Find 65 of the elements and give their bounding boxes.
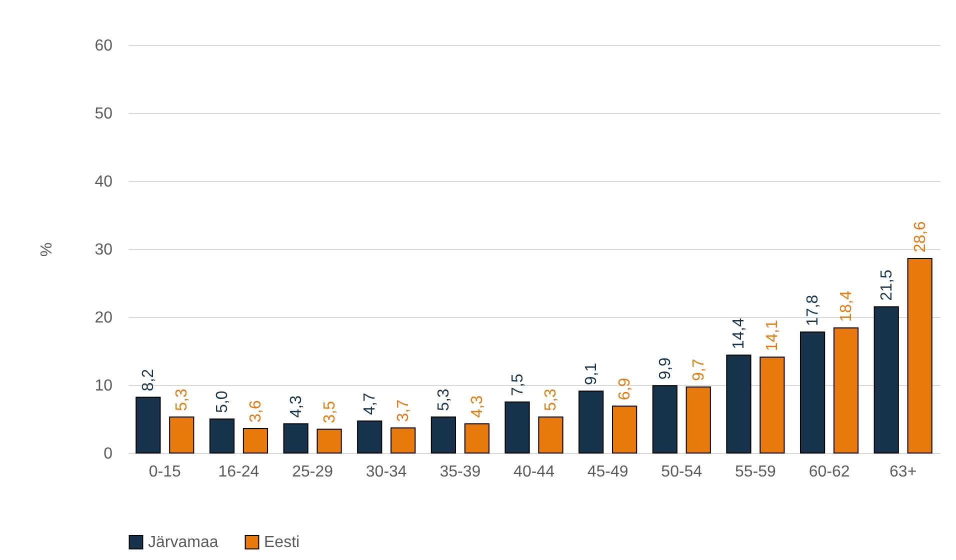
bar [907, 258, 932, 454]
bar [169, 416, 194, 454]
data-label: 3,6 [247, 400, 264, 423]
data-label: 9,7 [690, 358, 708, 382]
bar [612, 406, 638, 454]
bar [209, 418, 235, 454]
data-label: 4,3 [288, 395, 305, 418]
bar [136, 396, 161, 454]
x-tick-label: 35-39 [440, 464, 481, 480]
bar [242, 428, 268, 454]
bar [283, 423, 308, 454]
y-tick-label: 0 [104, 446, 113, 462]
x-tick-label: 60-62 [808, 464, 850, 480]
x-tick-label: 55-59 [734, 464, 776, 480]
bar [538, 416, 564, 454]
bar [760, 356, 785, 454]
y-tick-label: 10 [94, 378, 113, 394]
data-label: 14,1 [764, 320, 782, 352]
bar [357, 420, 382, 454]
data-label: 9,9 [656, 357, 674, 380]
data-label: 6,9 [616, 378, 634, 400]
bar [686, 386, 711, 454]
bar [316, 428, 342, 454]
bar [652, 385, 678, 454]
y-tick-label: 50 [94, 106, 113, 122]
data-label: 5,3 [174, 388, 191, 411]
data-label: 4,7 [362, 392, 379, 416]
bar [800, 331, 826, 454]
bar [726, 354, 752, 454]
bar [390, 427, 416, 454]
y-axis-title: % [38, 242, 56, 257]
y-tick-label: 20 [94, 310, 113, 326]
data-label: 8,2 [140, 368, 158, 392]
legend-label: Eesti [264, 534, 300, 552]
y-tick-label: 40 [94, 174, 113, 190]
x-tick-label: 0-15 [148, 464, 182, 480]
x-tick-label: 25-29 [292, 464, 334, 480]
bar [874, 306, 899, 454]
x-tick-label: 40-44 [514, 464, 555, 480]
x-tick-label: 30-34 [366, 464, 407, 480]
data-label: 14,4 [730, 318, 748, 350]
legend-label: Järvamaa [148, 534, 218, 552]
data-label: 4,3 [468, 395, 486, 418]
data-label: 21,5 [878, 270, 896, 301]
y-tick-label: 60 [94, 38, 113, 54]
data-label: 18,4 [838, 290, 856, 322]
data-label: 5,3 [435, 388, 452, 411]
data-label: 5,3 [542, 388, 560, 411]
data-label: 7,5 [509, 374, 526, 396]
bar [833, 327, 859, 454]
data-label: 3,7 [395, 399, 412, 422]
data-label: 28,6 [912, 221, 929, 253]
data-label: 9,1 [583, 362, 600, 386]
x-tick-label: 50-54 [661, 464, 702, 480]
data-label: 5,0 [214, 390, 231, 413]
data-label: 17,8 [804, 294, 822, 326]
bar [430, 416, 456, 454]
bar [464, 423, 490, 454]
bar [504, 402, 530, 454]
x-tick-label: 16-24 [218, 464, 260, 480]
y-tick-label: 30 [94, 242, 113, 258]
bar [578, 390, 604, 454]
data-label: 3,5 [321, 400, 338, 424]
x-tick-label: 63+ [890, 464, 917, 480]
x-tick-label: 45-49 [587, 464, 628, 480]
